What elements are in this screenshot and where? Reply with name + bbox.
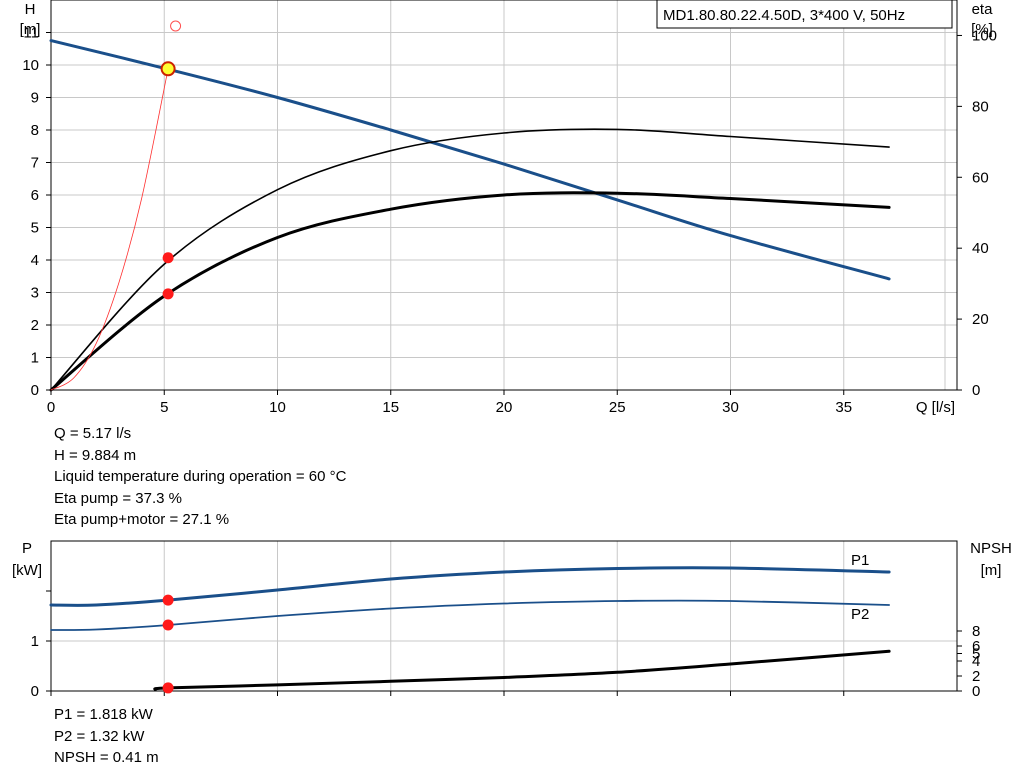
x-axis-label: Q [l/s] [916,399,955,416]
y-left-tick-label: 11 [23,25,39,42]
y-left-tick-label: 5 [31,220,39,237]
p1-curve [49,566,891,607]
operating-info-top: Q = 5.17 l/s H = 9.884 m Liquid temperat… [54,423,346,531]
info-npsh: NPSH = 0.41 m [54,749,159,767]
p2-curve [50,599,890,631]
system-curve [50,68,169,391]
y-left-tick-label: 2 [31,317,39,334]
y-right-tick-label: 8 [972,623,980,640]
power-point-marker [162,619,174,631]
y-left-tick-label: 6 [31,187,39,204]
y-right-tick-label: 5 [972,646,980,663]
power-point-marker [162,682,174,694]
y-right-tick-label: 40 [972,240,989,257]
x-tick-label: 0 [47,399,55,416]
eta-point-marker [162,288,174,300]
npsh-curve [153,649,891,691]
y-left-axis-unit: [kW] [12,562,42,579]
x-tick-label: 10 [269,399,286,416]
y-right-tick-label: 80 [972,98,989,115]
y-right-tick-label: 4 [972,653,980,670]
operating-point-marker [160,61,176,77]
info-liquid-temperature: Liquid temperature during operation = 60… [54,468,347,486]
title-box [656,0,953,29]
y-left-axis-label: H [25,1,36,18]
y-right-tick-label: 20 [972,311,989,328]
eta-pump-curve [50,128,890,391]
info-p2: P2 = 1.32 kW [54,727,145,745]
y-left-axis-label: P [22,540,32,557]
y-right-axis-label: eta [972,1,994,18]
y-right-axis-unit: [%] [971,21,993,38]
y-right-tick-label: 60 [972,169,989,186]
y-left-tick-label: 1 [31,350,39,367]
y-left-tick-label: 7 [31,155,39,172]
y-left-tick-label: 0 [31,683,39,700]
x-tick-label: 20 [496,399,513,416]
y-left-tick-label: 1 [31,633,39,650]
operating-info-bottom: P1 = 1.818 kW P2 = 1.32 kW NPSH = 0.41 m [54,704,159,769]
y-right-tick-label: 2 [972,668,980,685]
y-right-axis-label: NPSH [970,540,1012,557]
y-right-tick-label: 100 [972,27,997,44]
info-eta-pump-motor: Eta pump+motor = 27.1 % [54,511,230,529]
p1-curve-label: P1 [851,552,869,569]
eta-pump-motor-curve [49,191,891,392]
power-point-marker [162,594,174,606]
y-left-tick-label: 0 [31,382,39,399]
x-tick-label: 5 [160,399,168,416]
y-right-tick-label: 0 [972,683,980,700]
y-right-tick-label: 6 [972,638,980,655]
head-curve [49,39,891,281]
y-left-tick-label: 8 [31,122,39,139]
info-p1: P1 = 1.818 kW [54,706,153,723]
p2-curve-label: P2 [851,606,869,623]
y-left-tick-label: 3 [31,285,39,302]
y-right-axis-unit: [m] [981,562,1002,579]
x-tick-label: 35 [835,399,852,416]
info-head: H = 9.884 m [54,446,137,464]
y-left-axis-unit: [m] [20,21,41,38]
y-left-tick-label: 10 [22,57,39,74]
y-right-tick-label: 0 [972,382,980,399]
y-left-tick-label: 4 [31,252,39,269]
chart-title: MD1.80.80.22.4.50D, 3*400 V, 50Hz [663,7,905,24]
x-tick-label: 30 [722,399,739,416]
duty-point-marker [170,20,182,32]
x-tick-label: 15 [382,399,399,416]
x-tick-label: 25 [609,399,626,416]
info-eta-pump: Eta pump = 37.3 % [54,489,182,507]
y-left-tick-label: 9 [31,90,39,107]
eta-point-marker [162,252,174,264]
info-flow: Q = 5.17 l/s [54,425,132,442]
